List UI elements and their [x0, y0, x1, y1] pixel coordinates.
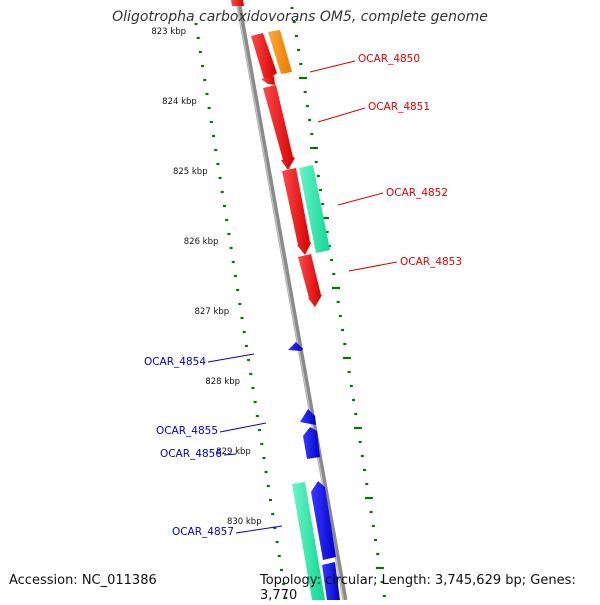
kbp-label: 830 kbp — [227, 517, 262, 527]
gene-callout-line — [348, 261, 398, 272]
gene-feature — [282, 168, 311, 255]
gene-feature — [292, 482, 325, 600]
gene-feature — [288, 342, 303, 351]
map-title: Oligotropha carboxidovorans OM5, complet… — [112, 9, 488, 25]
gene-feature — [303, 427, 320, 459]
gene-feature — [261, 76, 275, 85]
kbp-label: 824 kbp — [162, 97, 197, 107]
gene-label: OCAR_4853 — [400, 256, 462, 268]
gene-feature — [251, 33, 277, 79]
gene-callout-line — [223, 453, 237, 456]
kbp-label: 825 kbp — [173, 167, 208, 177]
kbp-label: 827 kbp — [195, 307, 230, 317]
kbp-label: 828 kbp — [205, 377, 240, 387]
gene-feature — [298, 254, 322, 307]
gene-feature — [311, 481, 336, 560]
gene-callout-line — [337, 192, 384, 206]
gene-label: OCAR_4857 — [172, 526, 234, 538]
gene-label: OCAR_4856 — [160, 448, 222, 460]
gene-feature — [231, 0, 244, 6]
kbp-label: 823 kbp — [151, 27, 186, 37]
gene-feature — [263, 85, 295, 170]
gene-callout-line — [309, 60, 356, 73]
gene-callouts: OCAR_4850 OCAR_4851 OCAR_4852 OCAR_4853 OCAR… — [144, 53, 462, 538]
scale-ticks: 823 kbp 824 kbp 825 kbp 826 kbp 827 kbp 828 k… — [151, 6, 386, 600]
gene-callout-line — [317, 107, 366, 123]
gene-label: OCAR_4854 — [144, 356, 206, 368]
gene-feature — [268, 30, 292, 74]
gene-callout-line — [207, 353, 255, 363]
gene-label: OCAR_4855 — [156, 425, 218, 437]
gene-label: OCAR_4850 — [358, 53, 420, 65]
gene-callout-line — [235, 525, 283, 534]
gene-feature — [299, 165, 330, 253]
gene-feature — [300, 409, 316, 425]
genome-summary-text: Topology: circular; Length: 3,745,629 bp… — [260, 573, 576, 603]
gene-callout-line — [219, 422, 267, 433]
gene-label: OCAR_4851 — [368, 101, 430, 113]
gene-feature — [322, 562, 340, 600]
genome-backbone — [235, 0, 348, 601]
kbp-label: 826 kbp — [184, 237, 219, 247]
gene-label: OCAR_4852 — [386, 187, 448, 199]
accession-text: Accession: NC_011386 — [9, 573, 157, 588]
kbp-label: 829 kbp — [216, 447, 251, 457]
